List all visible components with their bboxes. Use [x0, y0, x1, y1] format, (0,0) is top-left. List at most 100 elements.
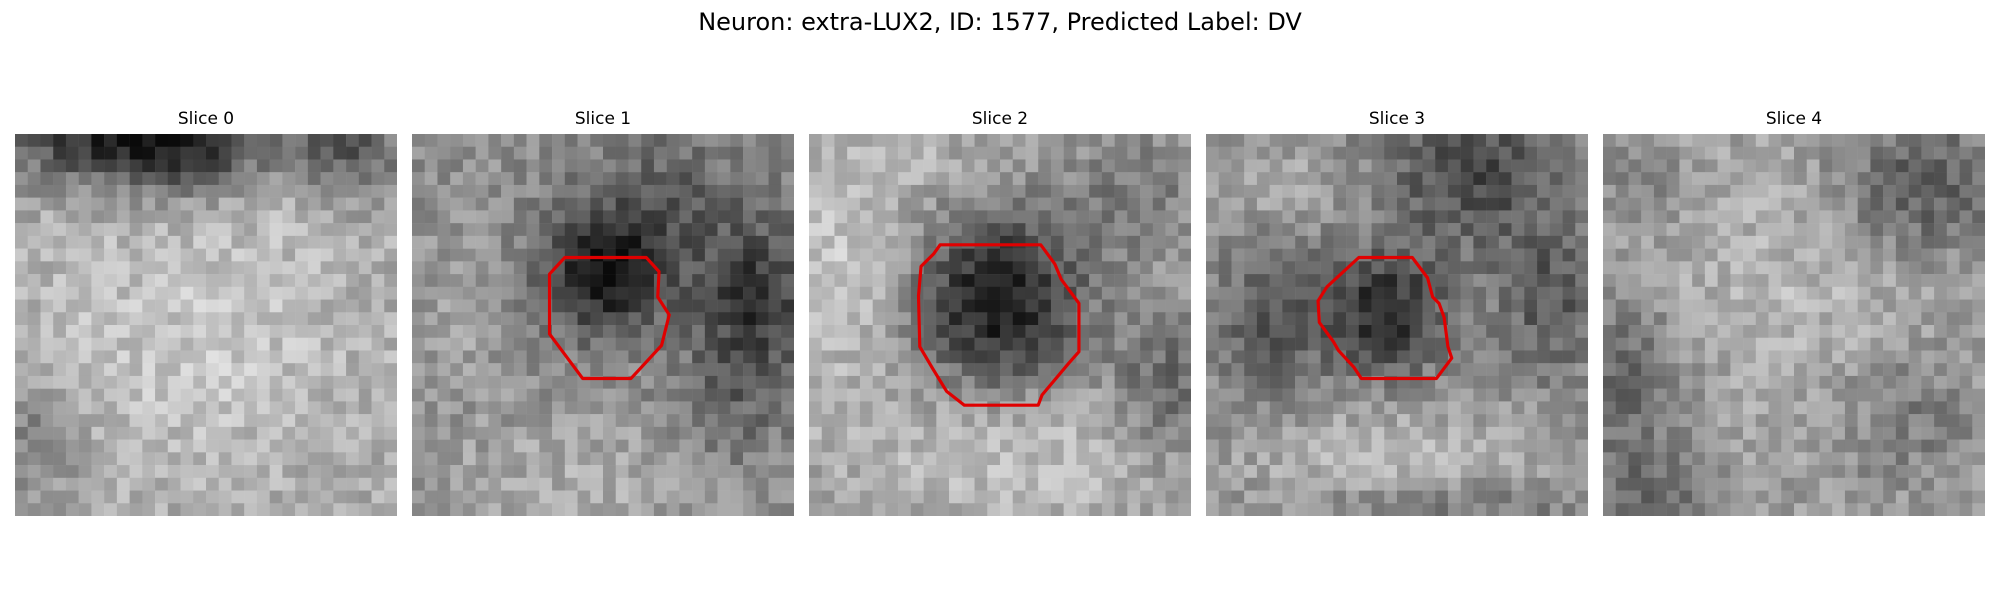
- image-pixel: [180, 439, 194, 453]
- image-pixel: [974, 312, 988, 326]
- image-pixel: [295, 401, 309, 415]
- image-pixel: [1435, 401, 1449, 415]
- image-pixel: [116, 388, 130, 402]
- image-pixel: [15, 452, 28, 466]
- image-pixel: [1244, 197, 1258, 211]
- image-pixel: [462, 197, 476, 211]
- image-pixel: [1422, 184, 1436, 198]
- image-pixel: [1562, 261, 1576, 275]
- image-pixel: [1269, 223, 1283, 237]
- image-pixel: [358, 452, 372, 466]
- image-pixel: [53, 134, 67, 147]
- image-pixel: [129, 503, 143, 516]
- image-pixel: [1730, 439, 1744, 453]
- image-pixel: [1333, 235, 1347, 249]
- image-pixel: [717, 312, 731, 326]
- image-pixel: [704, 274, 718, 288]
- image-pixel: [424, 439, 438, 453]
- image-pixel: [1717, 375, 1731, 389]
- image-pixel: [768, 235, 782, 249]
- image-pixel: [1806, 184, 1820, 198]
- image-pixel: [717, 146, 731, 160]
- image-pixel: [53, 312, 67, 326]
- image-pixel: [603, 223, 616, 237]
- image-pixel: [743, 439, 757, 453]
- image-pixel: [1114, 274, 1128, 288]
- image-pixel: [577, 465, 591, 479]
- image-pixel: [437, 286, 451, 300]
- image-pixel: [1460, 465, 1474, 479]
- image-pixel: [1641, 184, 1655, 198]
- image-pixel: [1063, 299, 1077, 313]
- image-pixel: [615, 146, 629, 160]
- image-pixel: [577, 426, 591, 440]
- image-pixel: [295, 146, 309, 160]
- image-pixel: [358, 312, 372, 326]
- image-pixel: [961, 299, 975, 313]
- image-pixel: [1730, 401, 1744, 415]
- image-pixel: [1473, 286, 1487, 300]
- image-pixel: [1447, 388, 1461, 402]
- image-pixel: [333, 503, 347, 516]
- image-pixel: [577, 274, 591, 288]
- image-pixel: [1883, 401, 1897, 415]
- image-pixel: [1460, 337, 1474, 351]
- image-pixel: [1537, 299, 1551, 313]
- image-pixel: [936, 184, 950, 198]
- image-pixel: [256, 375, 270, 389]
- image-pixel: [91, 312, 105, 326]
- image-pixel: [180, 337, 194, 351]
- image-pixel: [1537, 325, 1551, 338]
- image-pixel: [1704, 337, 1718, 351]
- image-pixel: [15, 503, 28, 516]
- image-pixel: [949, 363, 963, 377]
- image-pixel: [1152, 388, 1166, 402]
- image-pixel: [1012, 172, 1026, 186]
- image-pixel: [412, 312, 425, 326]
- image-pixel: [371, 312, 385, 326]
- image-pixel: [1333, 299, 1347, 313]
- image-pixel: [206, 337, 219, 351]
- image-pixel: [1615, 503, 1629, 516]
- image-pixel: [821, 325, 835, 338]
- image-pixel: [53, 414, 67, 428]
- image-pixel: [1934, 477, 1948, 491]
- image-pixel: [15, 235, 28, 249]
- image-pixel: [1486, 401, 1500, 415]
- image-pixel: [1844, 388, 1858, 402]
- image-pixel: [1524, 414, 1538, 428]
- image-pixel: [1486, 465, 1500, 479]
- image-pixel: [1307, 184, 1321, 198]
- image-pixel: [384, 235, 397, 249]
- image-pixel: [1346, 325, 1360, 338]
- image-pixel: [1537, 363, 1551, 377]
- image-pixel: [1063, 325, 1077, 338]
- image-pixel: [1781, 235, 1795, 249]
- image-pixel: [1384, 363, 1398, 377]
- image-pixel: [781, 210, 794, 224]
- image-pixel: [1486, 235, 1500, 249]
- image-pixel: [1511, 197, 1525, 211]
- image-pixel: [1025, 363, 1039, 377]
- image-pixel: [1921, 184, 1935, 198]
- image-pixel: [1358, 172, 1372, 186]
- image-pixel: [1397, 465, 1410, 479]
- image-pixel: [1755, 465, 1769, 479]
- image-pixel: [628, 312, 642, 326]
- image-pixel: [1206, 197, 1219, 211]
- image-pixel: [1794, 210, 1807, 224]
- image-pixel: [1447, 286, 1461, 300]
- image-pixel: [641, 274, 655, 288]
- image-pixel: [269, 490, 283, 504]
- image-pixel: [1089, 375, 1103, 389]
- image-pixel: [27, 388, 41, 402]
- image-pixel: [936, 299, 950, 313]
- image-pixel: [1498, 223, 1512, 237]
- image-pixel: [1653, 465, 1667, 479]
- image-pixel: [949, 503, 963, 516]
- image-pixel: [743, 261, 757, 275]
- image-pixel: [167, 312, 181, 326]
- image-pixel: [1089, 337, 1103, 351]
- image-pixel: [1908, 286, 1922, 300]
- image-pixel: [821, 274, 835, 288]
